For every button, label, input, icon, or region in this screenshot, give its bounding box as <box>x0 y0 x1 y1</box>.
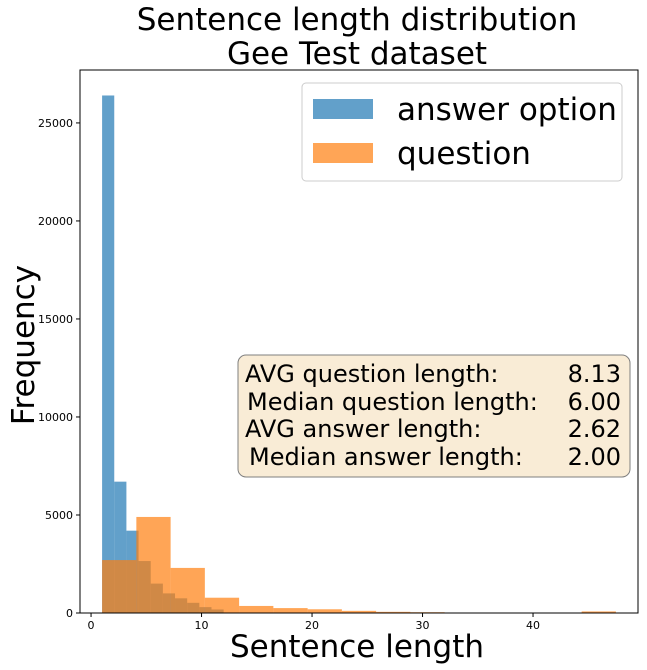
stats-label-avg-answer: AVG answer length: <box>245 415 481 443</box>
legend-swatch-question <box>313 143 373 163</box>
legend-label-question: question <box>397 136 531 172</box>
chart-title-line-2: Gee Test dataset <box>227 36 487 72</box>
stats-annotation-background <box>237 354 631 478</box>
chart-title: Sentence length distribution Gee Test da… <box>137 2 578 72</box>
stats-value-median-question: 6.00 <box>568 388 621 416</box>
bar-question-8 <box>376 611 411 613</box>
x-tick-label-30: 30 <box>416 619 430 632</box>
stats-label-median-answer: Median answer length: <box>249 443 523 471</box>
y-axis-label: Frequency <box>6 265 42 425</box>
x-axis-label: Sentence length <box>230 629 484 665</box>
bar-question-0 <box>102 560 137 613</box>
stats-value-avg-question: 8.13 <box>568 360 621 388</box>
stats-value-avg-answer: 2.62 <box>568 415 621 443</box>
stats-value-median-answer: 2.00 <box>568 443 621 471</box>
y-tick-label-20000: 20000 <box>38 215 73 228</box>
y-tick-label-0: 0 <box>66 607 73 620</box>
bar-answer-option-0 <box>102 95 115 613</box>
y-tick-label-5000: 5000 <box>45 509 73 522</box>
x-tick-label-20: 20 <box>305 619 319 632</box>
bar-question-6 <box>307 609 342 613</box>
bar-question-3 <box>204 597 240 613</box>
x-axis-ticks: 0 10 20 30 40 <box>88 613 540 632</box>
y-tick-label-10000: 10000 <box>38 411 73 424</box>
legend: answer option question <box>301 82 623 182</box>
stats-label-avg-question: AVG question length: <box>245 360 498 388</box>
chart-title-line-1: Sentence length distribution <box>137 2 578 38</box>
stats-annotation-box: AVG question length: 8.13 Median questio… <box>237 354 631 478</box>
y-axis-ticks: 0 5000 10000 15000 20000 25000 <box>38 117 80 620</box>
y-tick-label-15000: 15000 <box>38 313 73 326</box>
legend-frame <box>301 82 623 182</box>
y-tick-label-25000: 25000 <box>38 117 73 130</box>
legend-swatch-answer-option <box>313 99 373 119</box>
x-tick-label-10: 10 <box>195 619 209 632</box>
bar-question-2 <box>170 567 205 613</box>
x-tick-label-0: 0 <box>88 619 95 632</box>
x-tick-label-40: 40 <box>526 619 540 632</box>
bar-question-5 <box>273 608 308 613</box>
stats-label-median-question: Median question length: <box>247 388 538 416</box>
histogram-bars <box>102 95 616 613</box>
bar-question-14 <box>581 611 616 613</box>
bar-question-1 <box>136 516 171 613</box>
bar-question-4 <box>239 605 274 613</box>
bar-question-7 <box>341 610 377 613</box>
plot-frame <box>79 69 639 614</box>
legend-label-answer-option: answer option <box>397 92 617 128</box>
